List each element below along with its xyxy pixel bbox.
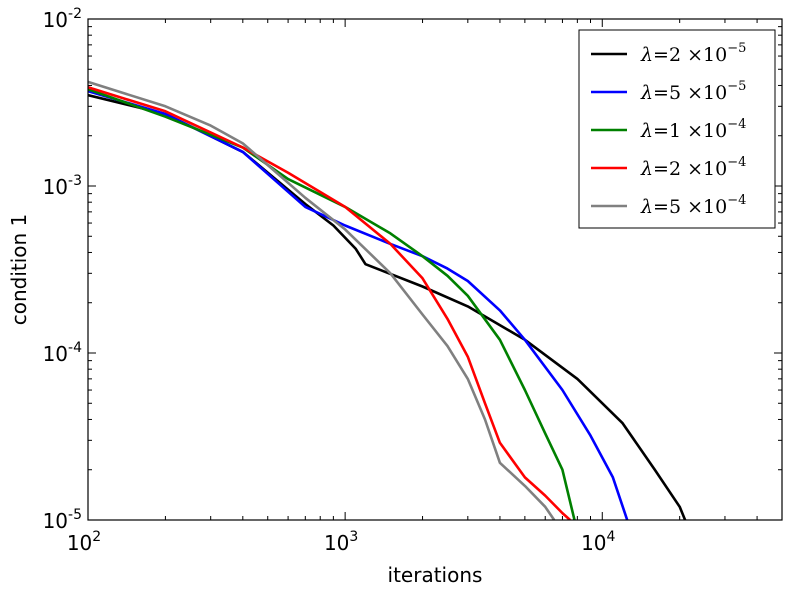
- y-axis-label: condition 1: [7, 214, 31, 326]
- series-layer: [88, 80, 687, 520]
- y-tick-label: 10-2: [43, 6, 82, 32]
- series-line-2: [88, 89, 629, 520]
- series-line-5: [88, 80, 556, 520]
- series-line-3: [88, 87, 576, 520]
- y-tick-label: 10-3: [43, 173, 82, 199]
- legend: λ=2 ×10−5 λ=5 ×10−5 λ=1 ×10−4 λ=2 ×10−4 λ=5 …: [578, 29, 776, 229]
- y-tick-label: 10-4: [43, 340, 83, 366]
- x-axis-label: iterations: [388, 563, 483, 587]
- x-tick-label: 103: [324, 529, 358, 555]
- ticks-layer: 102 103 104 10-2 10-3 10-4 10-5: [43, 6, 783, 555]
- x-tick-label: 102: [67, 529, 101, 555]
- plot-frame: [87, 18, 783, 521]
- legend-label: λ=1 ×10−4: [640, 117, 746, 142]
- x-tick-label: 104: [581, 529, 615, 555]
- legend-label: λ=2 ×10−4: [640, 155, 746, 180]
- legend-label: λ=5 ×10−4: [640, 193, 746, 218]
- y-tick-label: 10-5: [43, 507, 82, 533]
- legend-label: λ=2 ×10−5: [640, 41, 746, 66]
- legend-label: λ=5 ×10−5: [640, 79, 746, 104]
